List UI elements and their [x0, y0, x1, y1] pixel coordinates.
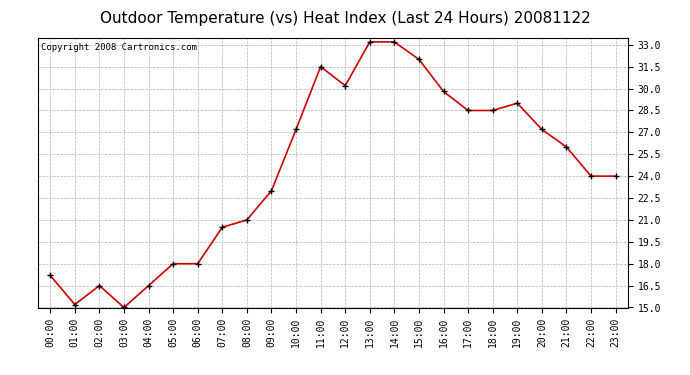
- Text: Outdoor Temperature (vs) Heat Index (Last 24 Hours) 20081122: Outdoor Temperature (vs) Heat Index (Las…: [99, 11, 591, 26]
- Text: Copyright 2008 Cartronics.com: Copyright 2008 Cartronics.com: [41, 43, 197, 52]
